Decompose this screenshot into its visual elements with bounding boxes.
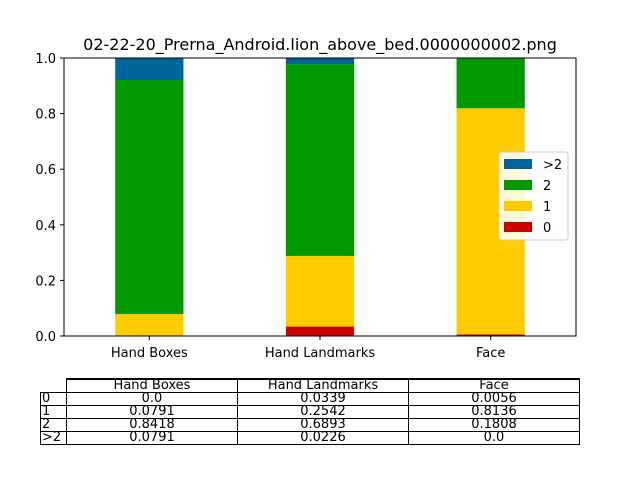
- bar-segment: [285, 326, 355, 336]
- x-axis: Hand Boxes Hand Landmarks Face: [111, 336, 505, 361]
- table-row: >2 0.0791 0.0226 0.0: [40, 431, 580, 445]
- table-row: 0 0.0 0.0339 0.0056: [40, 392, 580, 406]
- chart-title: 02-22-20_Prerna_Android.lion_above_bed.0…: [83, 35, 557, 55]
- stacked-bar-chart: 02-22-20_Prerna_Android.lion_above_bed.0…: [35, 35, 577, 361]
- bar-segment: [456, 334, 525, 336]
- y-tick-label: 0.8: [35, 108, 56, 123]
- bar-segment: [115, 58, 184, 80]
- table-cell: 0.0056: [408, 392, 580, 406]
- bar-segment: [115, 314, 184, 336]
- table-row-label: >2: [40, 431, 67, 445]
- table-row: 2 0.8418 0.6893 0.1808: [40, 418, 580, 432]
- x-tick-label: Face: [476, 346, 505, 361]
- y-tick-label: 0.0: [35, 330, 56, 345]
- bar-segment: [285, 255, 355, 327]
- legend-label: 0: [543, 221, 551, 236]
- y-tick-label: 0.2: [35, 274, 56, 289]
- y-axis: 0.0 0.2 0.4 0.6 0.8 1.0: [35, 52, 64, 345]
- table-row: 1 0.0791 0.2542 0.8136: [40, 405, 580, 419]
- bar-segment: [285, 58, 355, 65]
- table-cell: 0.0: [408, 431, 580, 445]
- y-tick-label: 0.4: [35, 219, 56, 234]
- table-col-header: Hand Landmarks: [237, 378, 409, 393]
- x-tick-label: Hand Landmarks: [265, 346, 376, 361]
- legend: >2 2 1 0: [498, 151, 569, 241]
- legend-swatch: [504, 180, 532, 190]
- legend-label: >2: [543, 158, 562, 173]
- bar-segment: [285, 64, 355, 256]
- legend-box: [498, 151, 569, 241]
- legend-swatch: [504, 222, 532, 232]
- legend-label: 2: [543, 179, 551, 194]
- x-tick-label: Hand Boxes: [111, 346, 188, 361]
- y-tick-label: 0.6: [35, 163, 56, 178]
- table-cell: 0.0791: [66, 431, 238, 445]
- legend-swatch: [504, 159, 532, 169]
- bar-segment: [456, 58, 525, 109]
- table-cell: 0.6893: [237, 418, 409, 432]
- legend-label: 1: [543, 200, 551, 215]
- bar-segment: [115, 79, 184, 315]
- table-cell: 0.8136: [408, 405, 580, 419]
- table-cell: 0.2542: [237, 405, 409, 419]
- table-cell: 0.0226: [237, 431, 409, 445]
- table-cell: 0.1808: [408, 418, 580, 432]
- legend-swatch: [504, 201, 532, 211]
- data-table: Hand Boxes Hand Landmarks Face 0 0.0 0.0…: [40, 378, 580, 445]
- y-tick-label: 1.0: [35, 52, 56, 67]
- bars-layer: [115, 58, 525, 336]
- table-cell: 0.8418: [66, 418, 238, 432]
